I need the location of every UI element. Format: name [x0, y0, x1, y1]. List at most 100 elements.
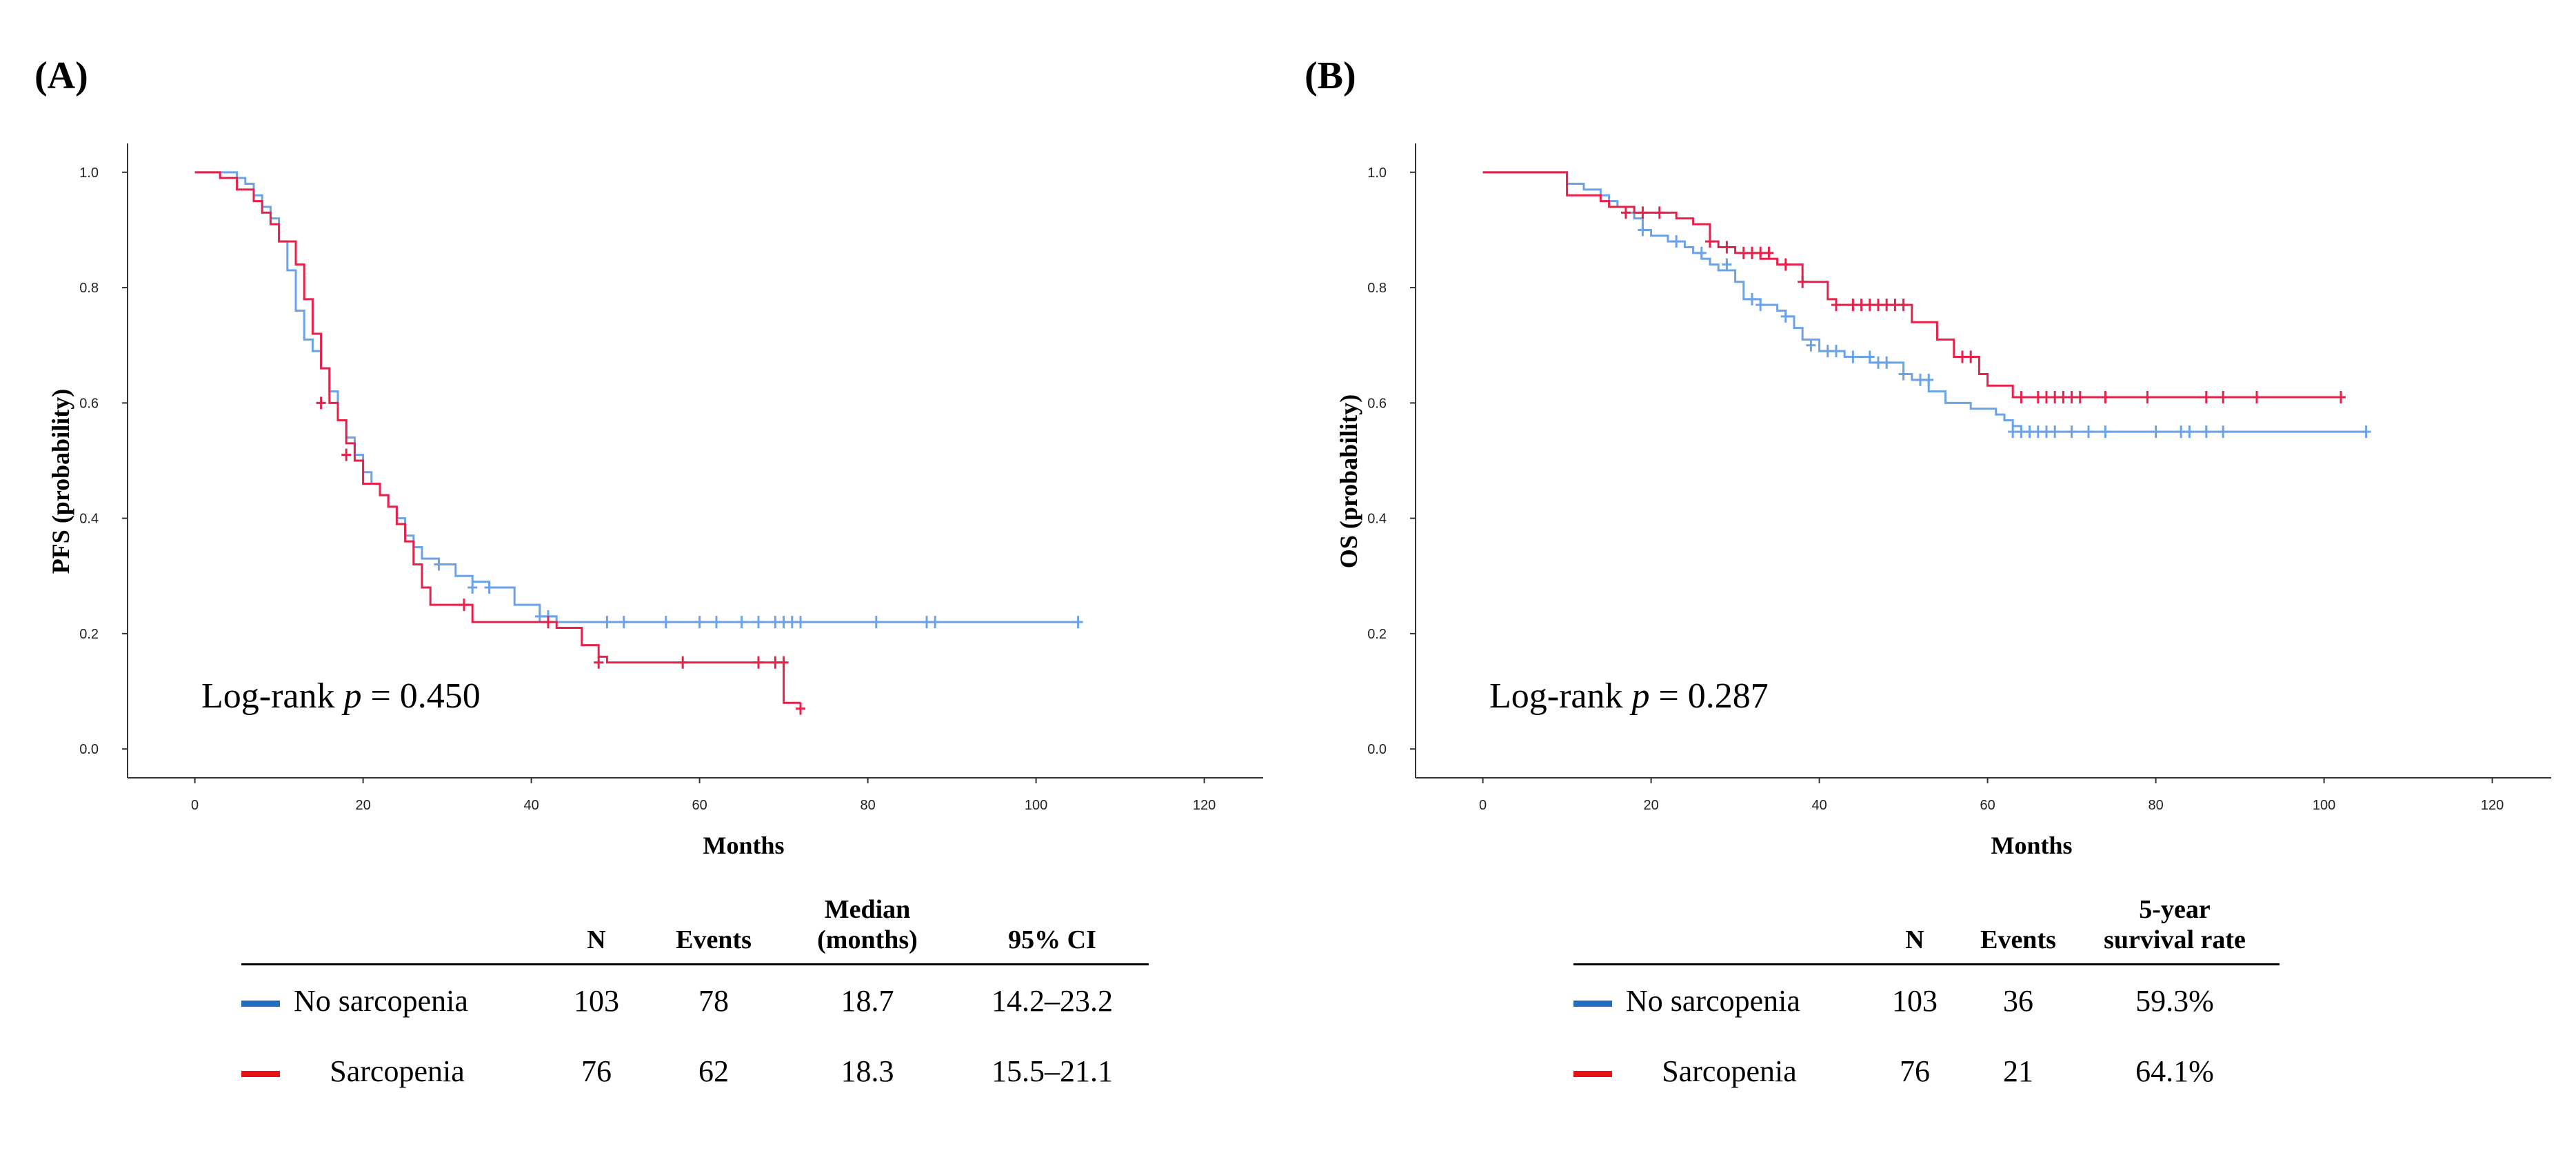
censor-mark-no-sarcopenia: [2016, 425, 2026, 439]
log-rank-annotation: Log-rank p = 0.450: [201, 676, 481, 716]
n-cell: 103: [574, 983, 619, 1018]
y-tick-label: 0.4: [79, 512, 99, 527]
censor-mark-no-sarcopenia: [618, 616, 629, 629]
group-label: No sarcopenia: [294, 983, 468, 1018]
table-header-row: N Events Median (months) 95% CI: [241, 895, 1149, 966]
censor-mark-sarcopenia: [1738, 246, 1749, 259]
censor-mark-no-sarcopenia: [1882, 356, 1892, 369]
km-chart-os: 0 20 40 60 80 100 120 0.0 0.2 0.4 0.6 0.8 1.0 Months O…: [1335, 143, 2551, 859]
censor-mark-no-sarcopenia: [694, 616, 705, 629]
censor-mark-no-sarcopenia: [2201, 425, 2211, 439]
header-events: Events: [648, 895, 779, 966]
header-survival: 5-year survival rate: [2070, 895, 2280, 966]
median-cell: 18.7: [841, 983, 894, 1018]
legend-swatch-red: [1573, 1071, 1612, 1078]
censor-mark-sarcopenia: [2336, 391, 2346, 403]
censor-mark-sarcopenia: [2218, 391, 2228, 403]
censor-mark-sarcopenia: [2066, 391, 2077, 403]
censor-mark-no-sarcopenia: [1755, 299, 1766, 312]
table-row: No sarcopenia 103 78 18.7 14.2–23.2: [241, 965, 1149, 1036]
x-tick-label: 60: [1980, 798, 1995, 813]
censor-mark-no-sarcopenia: [1898, 368, 1909, 381]
censor-mark-no-sarcopenia: [1722, 258, 1732, 271]
x-tick-label: 20: [355, 798, 370, 813]
censor-mark-sarcopenia: [316, 396, 326, 410]
censor-mark-sarcopenia: [1882, 299, 1892, 312]
x-tick-label: 80: [2148, 798, 2163, 813]
events-cell: 21: [2003, 1054, 2033, 1088]
censor-mark-no-sarcopenia: [2151, 425, 2161, 439]
y-tick-label: 0.6: [79, 396, 99, 411]
table-row: No sarcopenia 103 36 59.3%: [1573, 965, 2280, 1036]
events-cell: 78: [698, 983, 729, 1018]
y-axis-title: PFS (probability): [47, 389, 74, 574]
censor-mark-no-sarcopenia: [1696, 246, 1707, 259]
panel-a: (A) 0 20 40 60 80 100 120 0.0 0.2 0.4 0.6 0.8 1.0 Mon…: [34, 54, 1263, 1088]
x-tick-label: 100: [2313, 798, 2335, 813]
censor-mark-no-sarcopenia: [930, 616, 940, 629]
km-chart-pfs: 0 20 40 60 80 100 120 0.0 0.2 0.4 0.6 0.8 1.0 Months P…: [47, 143, 1263, 859]
header-n: N: [1863, 895, 1966, 966]
censor-mark-no-sarcopenia: [1747, 292, 1757, 305]
annotation-prefix: Log-rank: [1489, 676, 1631, 716]
group-label: No sarcopenia: [1626, 983, 1800, 1018]
censor-mark-no-sarcopenia: [1915, 373, 1925, 386]
censor-mark-no-sarcopenia: [2100, 425, 2111, 439]
x-tick-label: 120: [1193, 798, 1216, 813]
log-rank-annotation: Log-rank p = 0.287: [1489, 676, 1769, 716]
censor-mark-sarcopenia: [1747, 246, 1757, 259]
y-axis-title: OS (probability): [1335, 394, 1362, 568]
x-tick-label: 0: [191, 798, 199, 813]
censor-mark-no-sarcopenia: [2050, 425, 2060, 439]
censor-mark-no-sarcopenia: [1671, 235, 1682, 248]
x-axis-title: Months: [1991, 832, 2072, 859]
survival-curve-no-sarcopenia: [194, 171, 1078, 623]
group-cell: No sarcopenia: [1573, 965, 1863, 1036]
censor-mark-sarcopenia: [796, 702, 805, 715]
stats-table-os: N Events 5-year survival rate No sarcope…: [1573, 895, 2280, 1106]
censor-mark-sarcopenia: [1966, 350, 1976, 363]
legend-swatch-blue: [241, 1001, 280, 1007]
censor-mark-sarcopenia: [770, 656, 781, 669]
censor-mark-no-sarcopenia: [661, 616, 671, 629]
censor-mark-sarcopenia: [2252, 391, 2262, 403]
censor-mark-no-sarcopenia: [770, 616, 781, 629]
x-tick-label: 80: [860, 798, 875, 813]
censor-mark-sarcopenia: [2075, 391, 2085, 403]
censor-mark-no-sarcopenia: [2042, 425, 2051, 439]
censor-mark-sarcopenia: [1856, 299, 1866, 312]
survival-cell: 64.1%: [2135, 1054, 2214, 1088]
censor-mark-no-sarcopenia: [2033, 425, 2043, 439]
legend-swatch-red: [241, 1071, 280, 1078]
censor-mark-no-sarcopenia: [2024, 425, 2035, 439]
censor-mark-no-sarcopenia: [534, 610, 545, 623]
x-tick-label: 120: [2481, 798, 2504, 813]
y-tick-label: 0.2: [1367, 627, 1387, 642]
censor-mark-sarcopenia: [1831, 299, 1841, 312]
x-tick-label: 0: [1479, 798, 1487, 813]
censor-mark-sarcopenia: [2033, 391, 2043, 403]
annotation-p: p: [341, 676, 361, 716]
censor-mark-no-sarcopenia: [871, 616, 881, 629]
censor-mark-sarcopenia: [594, 656, 604, 669]
censor-mark-sarcopenia: [341, 448, 352, 461]
censor-mark-sarcopenia: [2100, 391, 2111, 403]
censor-mark-no-sarcopenia: [1638, 223, 1648, 237]
censor-mark-no-sarcopenia: [484, 581, 494, 594]
censor-mark-no-sarcopenia: [796, 616, 805, 629]
group-cell: No sarcopenia: [241, 965, 545, 1036]
survival-curve-sarcopenia: [1482, 171, 2341, 399]
panel-b: (B) 0 20 40 60 80 100 120 0.0 0.2 0.4 0.6 0.8 1.0 Mon…: [1288, 0, 2576, 1155]
group-label: Sarcopenia: [330, 1054, 465, 1088]
y-tick-label: 0.0: [1367, 742, 1387, 757]
censor-mark-no-sarcopenia: [2066, 425, 2077, 439]
annotation-suffix: = 0.450: [361, 676, 480, 716]
x-tick-label: 20: [1643, 798, 1658, 813]
censor-mark-no-sarcopenia: [922, 616, 932, 629]
n-cell: 76: [1900, 1054, 1930, 1088]
y-tick-label: 0.8: [79, 281, 99, 296]
events-cell: 36: [2003, 983, 2033, 1018]
x-tick-label: 60: [692, 798, 707, 813]
censor-mark-no-sarcopenia: [2084, 425, 2093, 439]
censor-mark-no-sarcopenia: [754, 616, 763, 629]
